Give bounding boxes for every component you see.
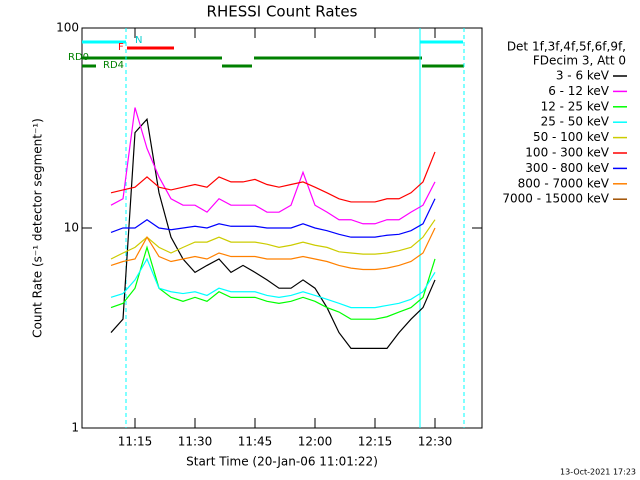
legend-label: 7000 - 15000 keV xyxy=(502,192,609,206)
x-tick-label: 12:30 xyxy=(418,435,453,449)
series-line xyxy=(110,227,436,271)
series-line xyxy=(110,117,436,350)
series-line xyxy=(110,198,436,238)
legend-label: 6 - 12 keV xyxy=(548,84,610,98)
x-tick-label: 11:15 xyxy=(118,435,153,449)
y-tick-label: 10 xyxy=(64,221,79,235)
y-axis-label: Count Rate (s⁻¹ detector segment⁻¹) xyxy=(31,118,45,338)
legend-label: 3 - 6 keV xyxy=(556,69,610,83)
annotation: F xyxy=(118,42,124,53)
legend-label: 25 - 50 keV xyxy=(541,115,610,129)
x-tick-label: 11:30 xyxy=(178,435,213,449)
legend-header: FDecim 3, Att 0 xyxy=(533,54,626,68)
series-line xyxy=(110,245,436,320)
annotation: RD0 xyxy=(68,52,89,63)
annotation: N xyxy=(135,35,142,46)
series-line xyxy=(110,151,436,203)
annotation: RD4 xyxy=(103,60,124,71)
legend-label: 800 - 7000 keV xyxy=(518,176,610,190)
y-tick-label: 1 xyxy=(71,421,79,435)
chart-title: RHESSI Count Rates xyxy=(207,3,358,21)
legend-label: 12 - 25 keV xyxy=(541,99,610,113)
x-tick-label: 11:45 xyxy=(238,435,273,449)
x-axis-label: Start Time (20-Jan-06 11:01:22) xyxy=(186,455,378,469)
x-tick-label: 12:00 xyxy=(298,435,333,449)
legend-label: 300 - 800 keV xyxy=(525,161,609,175)
series-line xyxy=(110,219,436,260)
series-line xyxy=(110,107,436,225)
footer: 13-Oct-2021 17:23 xyxy=(560,468,636,477)
series-line xyxy=(110,257,436,309)
legend-label: 50 - 100 keV xyxy=(533,130,610,144)
legend-header: Det 1f,3f,4f,5f,6f,9f, xyxy=(507,40,626,54)
y-tick-label: 100 xyxy=(56,21,79,35)
x-tick-label: 12:15 xyxy=(358,435,393,449)
legend-label: 100 - 300 keV xyxy=(525,146,609,160)
